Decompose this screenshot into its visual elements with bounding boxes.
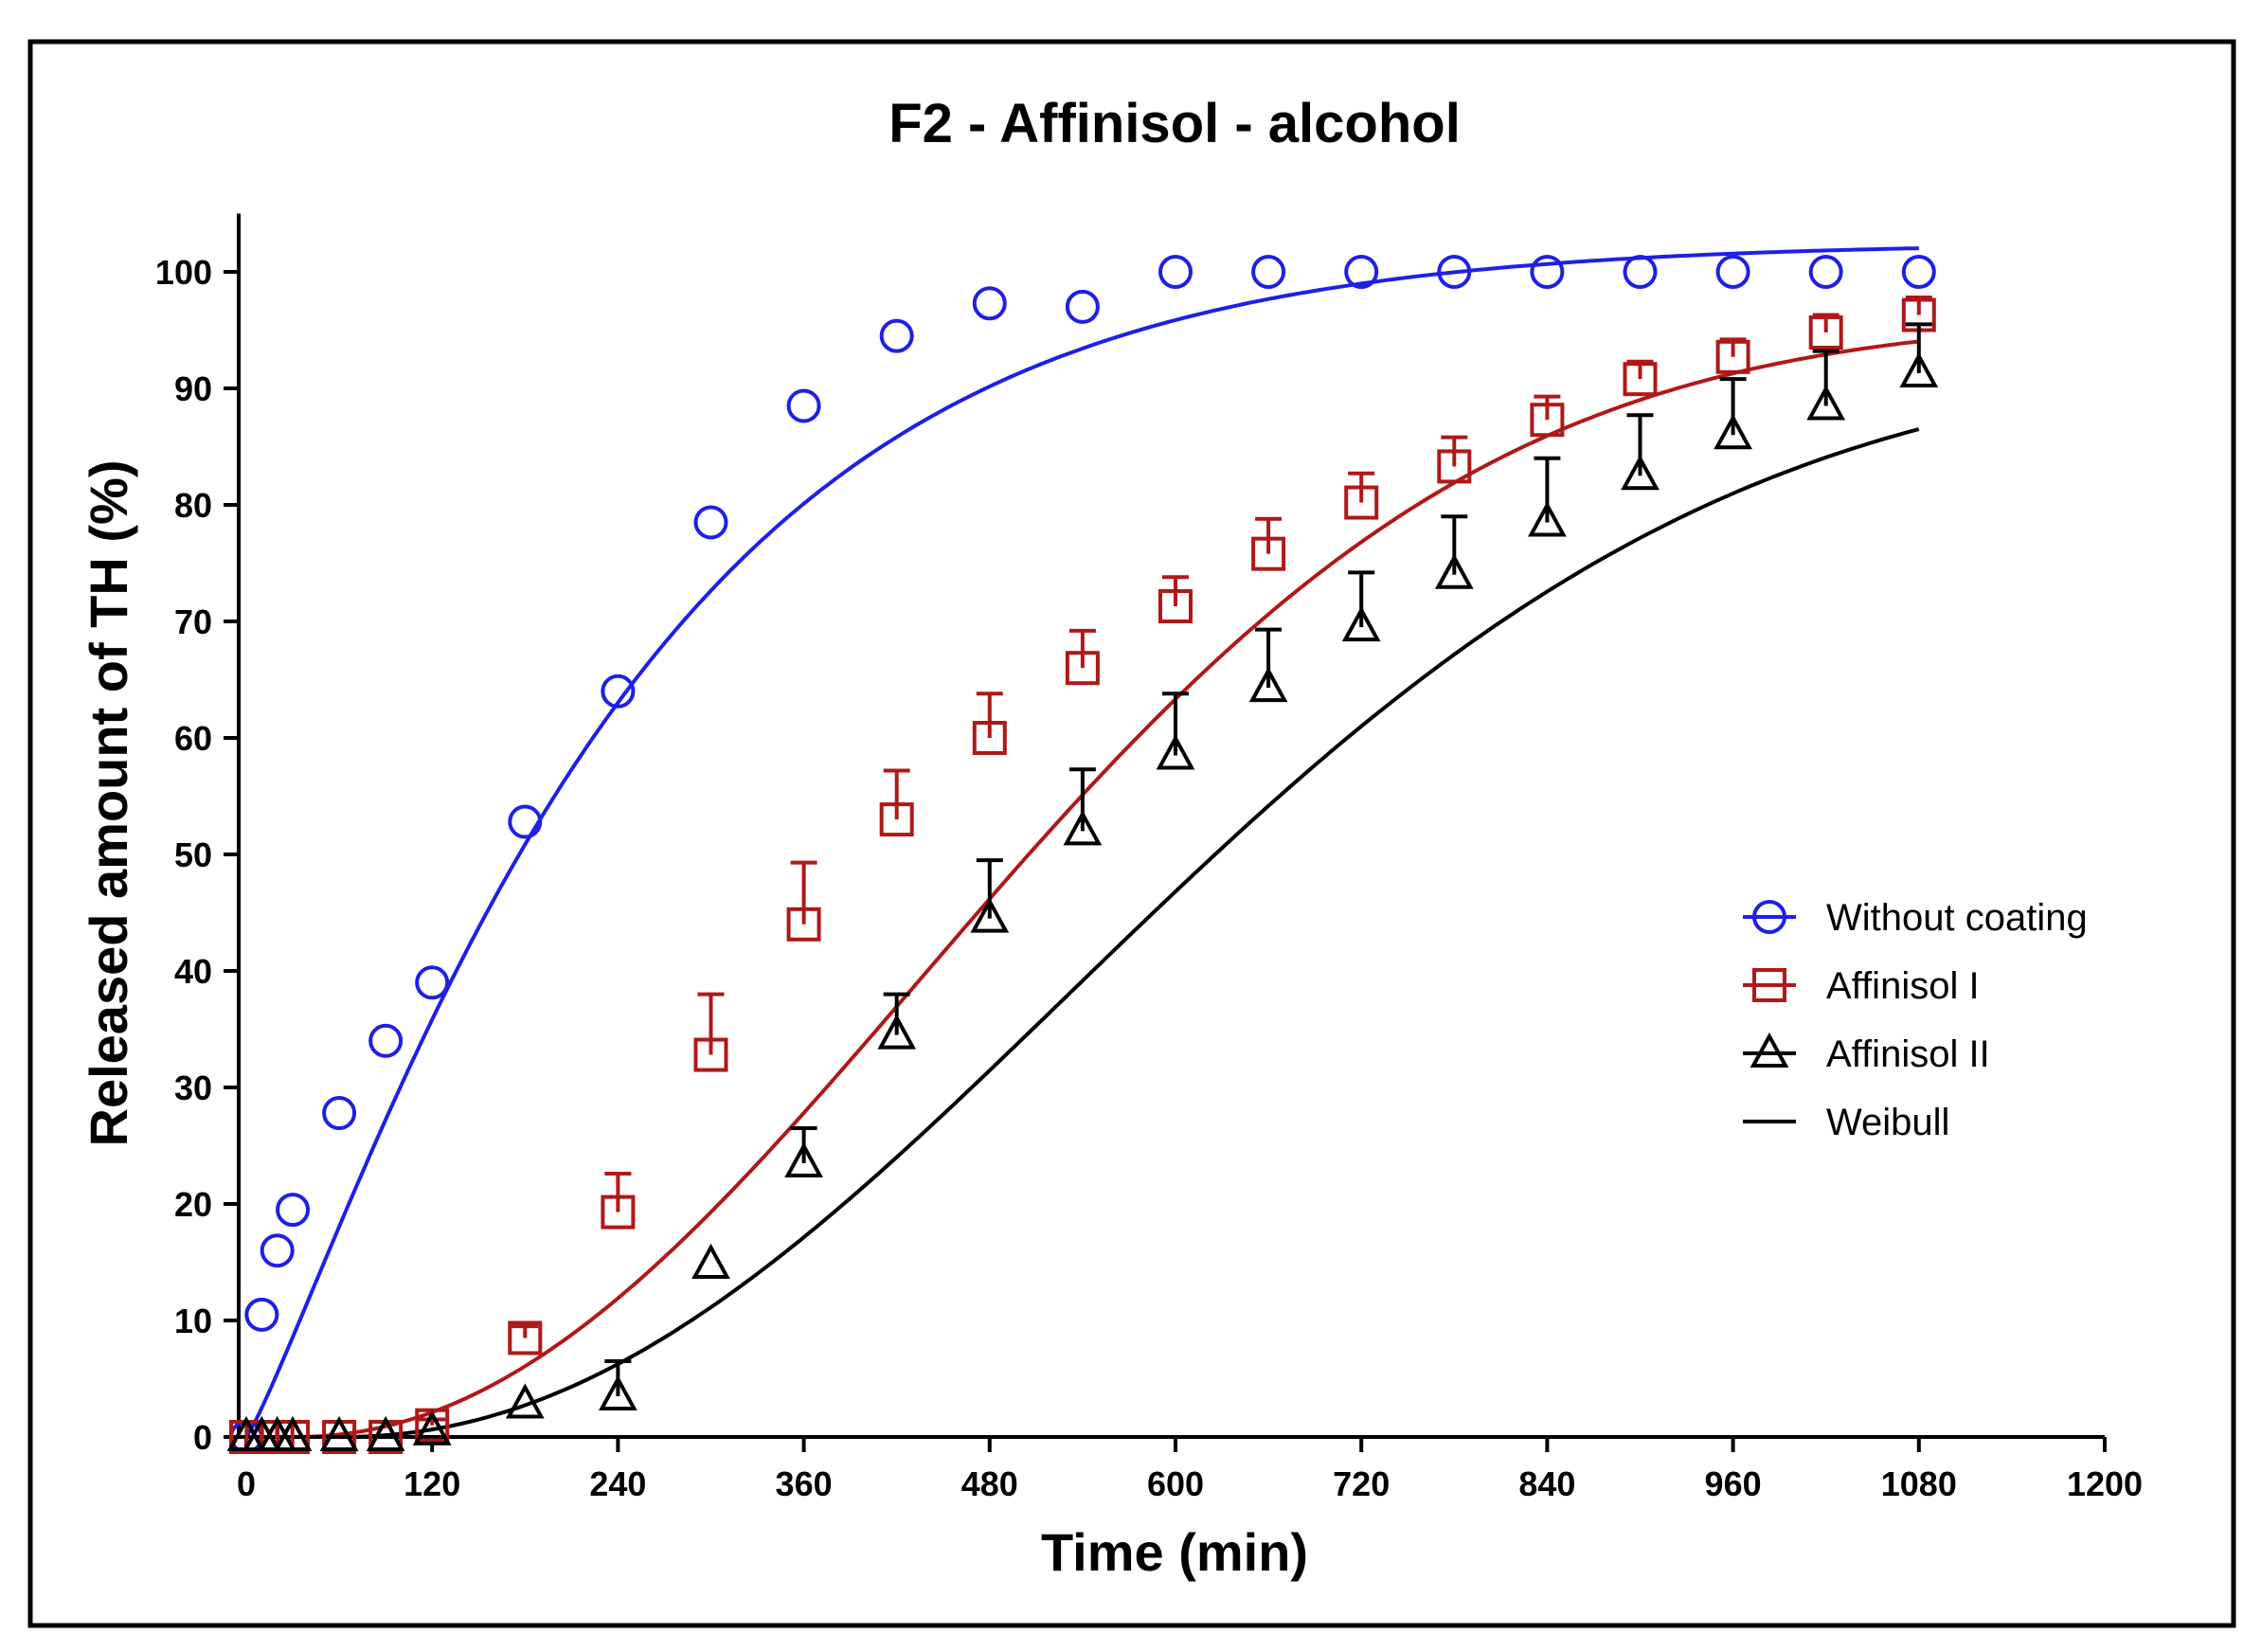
y-tick-label: 40: [174, 952, 212, 991]
data-point-affinisol-ii: [784, 1141, 823, 1177]
y-axis-label: Released amount of TH (%): [79, 460, 138, 1147]
data-point-affinisol-ii: [1621, 455, 1660, 491]
legend-label-without-coating: Without coating: [1826, 897, 2088, 939]
data-point-affinisol-ii: [1341, 605, 1381, 642]
data-point-affinisol-ii: [1899, 351, 1939, 388]
data-point-without-coating: [786, 388, 821, 423]
x-tick-label: 1200: [2067, 1464, 2143, 1503]
data-point-affinisol-i: [508, 1320, 543, 1356]
data-point-affinisol-ii: [1063, 810, 1103, 846]
data-point-without-coating: [693, 505, 728, 540]
data-point-affinisol-i: [1623, 362, 1658, 397]
y-tick-label: 0: [193, 1418, 212, 1457]
data-point-affinisol-i: [1530, 403, 1565, 438]
data-point-without-coating: [276, 1193, 311, 1228]
data-point-affinisol-ii: [691, 1243, 730, 1279]
x-tick-label: 360: [776, 1464, 833, 1503]
legend-marker-affinisol-ii: [1750, 1032, 1789, 1068]
data-point-affinisol-ii: [599, 1374, 637, 1410]
data-point-without-coating: [244, 1297, 279, 1332]
x-tick-label: 0: [237, 1464, 256, 1503]
legend: Without coating Affinisol I Affinisol II We…: [1743, 897, 2088, 1143]
data-point-without-coating: [322, 1096, 357, 1131]
data-point-affinisol-ii: [366, 1415, 405, 1451]
data-point-affinisol-i: [1715, 339, 1750, 374]
data-point-without-coating: [1437, 255, 1472, 289]
legend-marker-affinisol-i: [1752, 968, 1786, 1002]
y-tick-label: 20: [174, 1185, 212, 1224]
data-point-without-coating: [1065, 289, 1100, 324]
data-point-affinisol-i: [1251, 536, 1286, 571]
y-tick-label: 100: [155, 253, 212, 292]
chart-frame: [27, 39, 2236, 1628]
data-point-affinisol-ii: [505, 1383, 545, 1419]
data-point-affinisol-i: [601, 1194, 636, 1230]
data-point-without-coating: [879, 318, 914, 353]
fit-curve-affinisol-ii: [246, 427, 1920, 1439]
data-point-affinisol-i: [1437, 449, 1472, 484]
x-tick-label: 840: [1518, 1464, 1575, 1503]
data-point-affinisol-ii: [1434, 553, 1474, 589]
data-point-affinisol-i: [879, 802, 914, 837]
y-tick-label: 10: [174, 1302, 212, 1340]
data-point-affinisol-i: [786, 907, 821, 942]
data-point-affinisol-ii: [319, 1415, 359, 1451]
data-point-affinisol-ii: [1528, 501, 1567, 537]
data-point-affinisol-ii: [1156, 734, 1195, 770]
data-point-without-coating: [1808, 255, 1843, 289]
plot-area: 0 120 240 360 480 600 720 840 960 1080 1200 0 10 20 30…: [155, 213, 2143, 1503]
data-point-affinisol-ii: [970, 897, 1010, 933]
data-point-affinisol-i: [693, 1037, 728, 1072]
data-point-without-coating: [601, 673, 636, 709]
data-point-without-coating: [1251, 255, 1286, 289]
legend-label-affinisol-ii: Affinisol II: [1826, 1033, 1990, 1075]
legend-marker-without-coating: [1752, 900, 1786, 934]
data-point-affinisol-ii: [877, 1014, 917, 1050]
data-point-without-coating: [260, 1233, 295, 1268]
data-point-without-coating: [1530, 255, 1565, 289]
legend-label-affinisol-i: Affinisol I: [1826, 965, 1980, 1007]
x-tick-label: 1080: [1881, 1464, 1957, 1503]
data-point-affinisol-ii: [1248, 666, 1288, 703]
data-point-without-coating: [1623, 255, 1658, 289]
x-axis-label: Time (min): [1041, 1522, 1308, 1582]
x-tick-label: 480: [961, 1464, 1018, 1503]
y-tick-label: 30: [174, 1068, 212, 1107]
data-point-affinisol-i: [1065, 651, 1100, 686]
y-tick-label: 80: [174, 486, 212, 525]
x-tick-label: 240: [589, 1464, 646, 1503]
y-tick-label: 90: [174, 369, 212, 408]
x-tick-label: 960: [1705, 1464, 1762, 1503]
data-point-without-coating: [1344, 255, 1379, 289]
x-tick-label: 600: [1147, 1464, 1204, 1503]
data-point-affinisol-ii: [273, 1415, 313, 1451]
data-point-without-coating: [1901, 255, 1936, 289]
data-point-affinisol-ii: [412, 1410, 452, 1446]
y-tick-label: 70: [174, 602, 212, 641]
x-tick-label: 120: [404, 1464, 460, 1503]
data-point-without-coating: [1158, 255, 1193, 289]
y-tick-label: 60: [174, 719, 212, 758]
data-point-without-coating: [972, 286, 1007, 321]
legend-label-weibull: Weibull: [1826, 1102, 1949, 1143]
data-point-affinisol-i: [1344, 485, 1379, 520]
data-point-without-coating: [1715, 255, 1750, 289]
data-point-affinisol-ii: [1806, 385, 1846, 421]
chart-title: F2 - Affinisol - alcohol: [888, 93, 1461, 154]
y-tick-label: 50: [174, 835, 212, 874]
data-point-affinisol-i: [972, 721, 1007, 755]
x-tick-label: 720: [1333, 1464, 1390, 1503]
data-point-without-coating: [508, 804, 543, 839]
data-point-affinisol-i: [1158, 589, 1193, 624]
data-point-affinisol-ii: [1714, 414, 1752, 450]
data-point-affinisol-i: [1808, 314, 1843, 350]
data-point-without-coating: [415, 965, 450, 1000]
data-point-without-coating: [368, 1023, 404, 1058]
